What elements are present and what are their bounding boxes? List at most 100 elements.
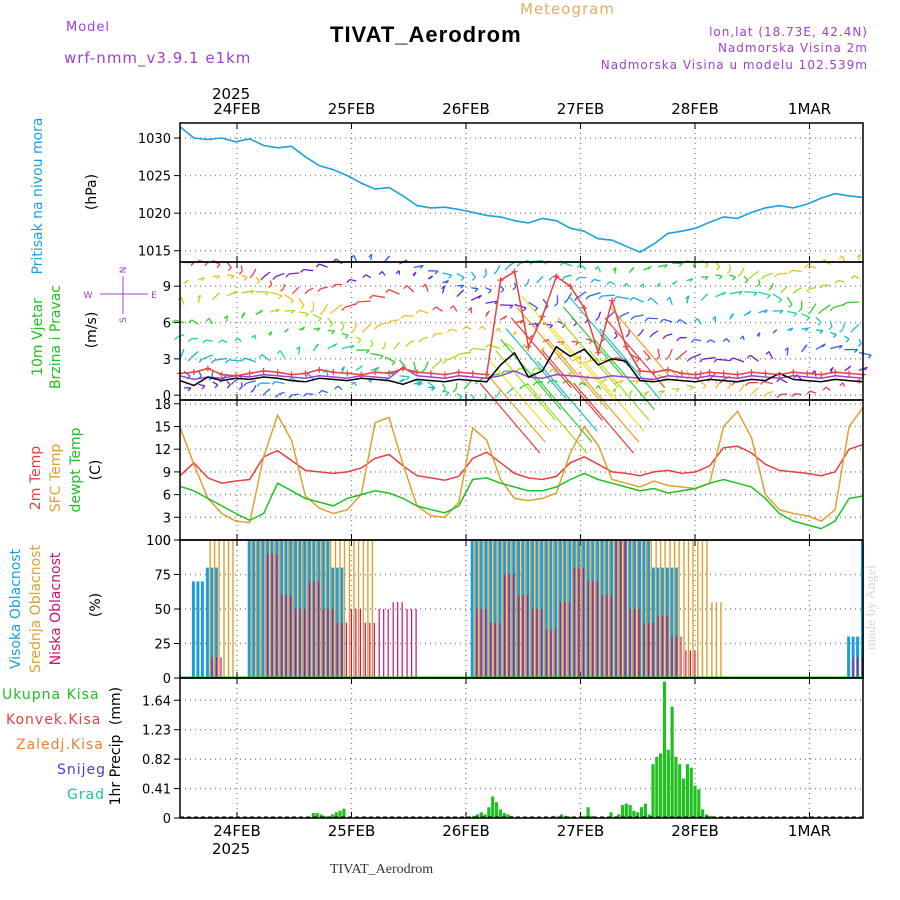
cloud-bar-low	[648, 622, 650, 678]
wind-arrow-head	[216, 264, 221, 268]
wind-arrow	[321, 389, 328, 394]
wind-arrow-head	[478, 294, 482, 299]
precip-bar	[319, 814, 323, 818]
yunit-pressure: (hPa)	[84, 174, 100, 210]
wind-arrow	[481, 325, 487, 331]
wind-arrow-head	[463, 385, 468, 390]
precip-bar	[659, 753, 663, 818]
wind-arrow-head	[250, 388, 255, 393]
precip-bar	[494, 802, 499, 818]
wind-arrow	[253, 385, 257, 390]
wind-arrow	[198, 383, 206, 387]
wind-arrow-head	[690, 338, 695, 343]
xaxis-top-label: 1MAR	[788, 100, 831, 118]
wind-arrow	[757, 279, 761, 284]
wind-arrow-head	[445, 280, 450, 285]
wind-arrow	[527, 278, 530, 284]
cloud-bar-mid	[692, 540, 694, 678]
wind-arrow	[212, 381, 219, 386]
wind-arrow	[282, 283, 286, 289]
precip-bar	[662, 681, 667, 818]
cloud-bar-mid	[552, 540, 555, 678]
wind-arrow-head	[805, 288, 810, 293]
cloud-bar-low	[629, 609, 631, 678]
wind-arrow	[214, 357, 228, 361]
cloud-bar-mid	[269, 540, 271, 678]
wind-arrow-head	[302, 393, 307, 398]
cloud-bar-mid	[283, 540, 285, 678]
wind-arrow	[471, 287, 479, 290]
cloud-bar-low	[345, 622, 347, 678]
cloud-bar-mid	[590, 540, 592, 678]
cloud-bar-mid	[478, 540, 481, 678]
cloud-bar-low	[499, 622, 501, 678]
wind-arrow	[485, 300, 499, 304]
wind-arrow	[652, 330, 659, 335]
wind-arrow-head	[362, 274, 367, 279]
wind-arrow	[744, 291, 758, 294]
wind-arrow	[521, 295, 583, 367]
wind-arrow	[284, 309, 295, 312]
gust-marker	[330, 369, 337, 376]
wind-arrow	[614, 356, 628, 361]
wind-arrow	[567, 295, 629, 367]
gust-marker	[525, 343, 532, 350]
wind-arrow-head	[288, 394, 293, 399]
wind-arrow-head	[532, 382, 537, 386]
wind-arrow	[396, 341, 400, 347]
wind-arrow-head	[676, 319, 681, 323]
panel-1: 0 3 6 9	[163, 253, 872, 454]
wind-arrow-head	[630, 266, 635, 271]
wind-arrow-head	[613, 335, 618, 340]
wind-arrow	[265, 388, 271, 393]
wind-arrow	[657, 348, 661, 357]
cloud-bar-high	[256, 540, 260, 678]
precip-bar	[609, 812, 613, 818]
wind-arrow-head	[315, 343, 319, 348]
cloud-bar-low	[341, 622, 343, 678]
wind-arrow-head	[625, 333, 630, 338]
wind-arrow-head	[612, 388, 617, 392]
precip-bar	[640, 807, 644, 818]
precip-bar	[330, 814, 334, 818]
cloud-bar-mid	[534, 540, 536, 678]
wind-arrow-head	[838, 345, 843, 349]
wind-arrow-head	[704, 263, 709, 268]
cloud-bar-mid	[302, 540, 304, 678]
wind-arrow-head	[249, 274, 254, 279]
precip-bar	[498, 809, 502, 818]
cloud-bar-mid	[622, 540, 624, 678]
wind-arrow	[303, 268, 314, 272]
wind-arrow-head	[300, 304, 305, 309]
wind-arrow-head	[549, 324, 554, 329]
wind-arrow-head	[622, 282, 627, 287]
cloud-bar-low	[545, 629, 548, 678]
wind-arrow	[562, 306, 624, 378]
gust-marker	[818, 371, 825, 378]
wind-arrow	[389, 319, 400, 323]
gust-marker	[734, 371, 741, 378]
wind-arrow-head	[357, 339, 362, 344]
wind-arrow	[510, 317, 572, 389]
wind-arrow	[858, 339, 862, 344]
cloud-bar-low	[476, 609, 478, 678]
wind-arrow	[593, 278, 601, 282]
cloud-bar-low	[290, 595, 292, 678]
wind-arrow	[403, 314, 414, 317]
wind-arrow-head	[296, 346, 300, 351]
wind-arrow	[801, 327, 809, 330]
wind-arrow-head	[495, 327, 500, 332]
cloud-bar-low	[852, 657, 854, 678]
wind-arrow	[578, 371, 640, 443]
wind-arrow-head	[379, 355, 384, 360]
series-t2m	[179, 443, 864, 484]
wind-arrow	[208, 317, 214, 325]
wind-arrow-head	[502, 342, 507, 347]
wind-arrow	[341, 332, 349, 337]
cloud-bar-low	[582, 567, 584, 678]
wind-arrow	[269, 280, 273, 285]
wind-arrow-head	[276, 350, 281, 355]
wind-arrow-head	[234, 337, 239, 342]
cloud-bar-low	[643, 622, 645, 678]
wind-arrow-head	[854, 349, 859, 353]
